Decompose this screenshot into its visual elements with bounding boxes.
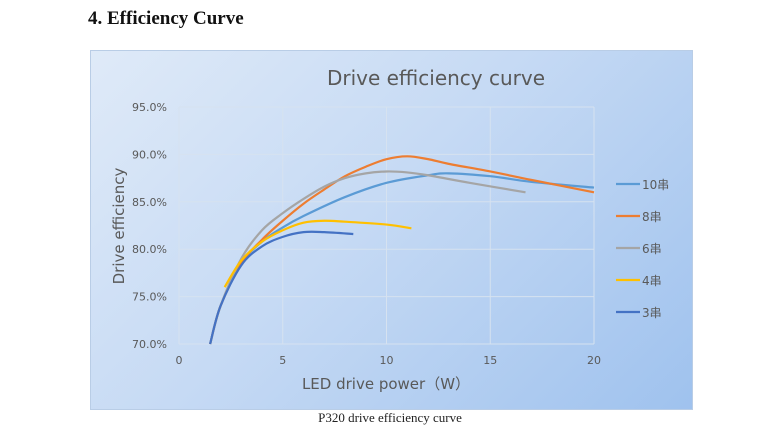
section-heading: 4. Efficiency Curve	[88, 8, 244, 29]
y-tick-label: 95.0%	[132, 101, 167, 114]
x-axis-label: LED drive power（W）	[302, 375, 470, 393]
legend-label: 6串	[642, 242, 662, 256]
y-tick-label: 90.0%	[132, 148, 167, 161]
legend-label: 8串	[642, 210, 662, 224]
chart-container: Drive efficiency curve 70.0% 75.0% 80.0% 85…	[90, 50, 693, 410]
y-tick-label: 85.0%	[132, 196, 167, 209]
x-tick-label: 15	[483, 354, 497, 367]
efficiency-chart: Drive efficiency curve 70.0% 75.0% 80.0% 85…	[110, 66, 669, 393]
x-tick-label: 20	[587, 354, 601, 367]
legend-label: 4串	[642, 274, 662, 288]
x-tick-label: 5	[279, 354, 286, 367]
y-tick-label: 70.0%	[132, 338, 167, 351]
y-tick-label: 80.0%	[132, 243, 167, 256]
series-line	[209, 170, 526, 345]
y-axis-label: Drive efficiency	[110, 167, 128, 284]
y-tick-label: 75.0%	[132, 291, 167, 304]
series-line	[209, 155, 595, 345]
series-line	[209, 172, 595, 345]
chart-title: Drive efficiency curve	[327, 66, 545, 90]
x-tick-label: 10	[380, 354, 394, 367]
figure-caption: P320 drive efficiency curve	[318, 410, 462, 425]
series-line	[223, 219, 412, 288]
legend-label: 3串	[642, 306, 662, 320]
legend-label: 10串	[642, 178, 669, 192]
x-tick-label: 0	[176, 354, 183, 367]
series-line	[209, 230, 354, 345]
